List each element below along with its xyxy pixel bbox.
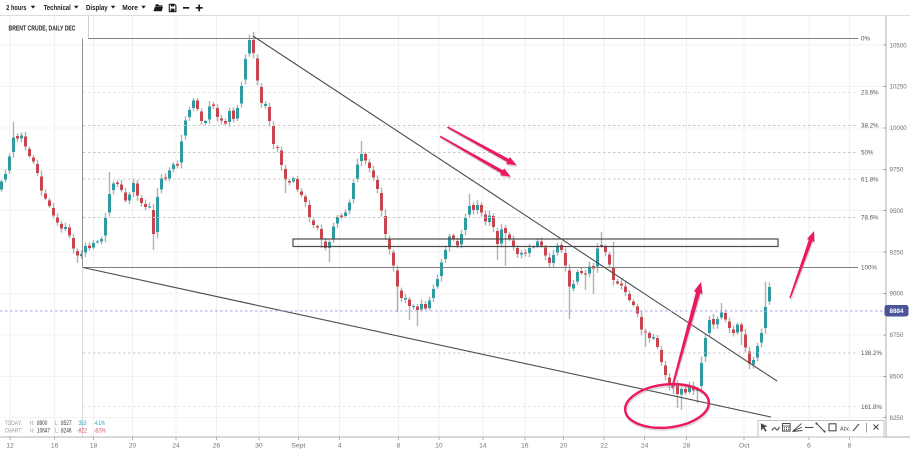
svg-text:H:: H: xyxy=(30,427,35,434)
svg-text:61.8%: 61.8% xyxy=(861,176,879,183)
svg-text:30: 30 xyxy=(255,443,263,450)
svg-text:10: 10 xyxy=(435,443,443,450)
svg-text:H:: H: xyxy=(30,420,35,427)
svg-text:-822: -822 xyxy=(77,427,87,434)
svg-text:8900: 8900 xyxy=(37,420,48,427)
svg-text:26: 26 xyxy=(213,443,221,450)
svg-text:14: 14 xyxy=(479,443,487,450)
svg-text:8250: 8250 xyxy=(890,415,904,422)
svg-text:24: 24 xyxy=(172,443,180,450)
svg-text:2 hours: 2 hours xyxy=(6,3,26,12)
svg-text:L:: L: xyxy=(55,420,59,427)
svg-text:22: 22 xyxy=(600,443,608,450)
svg-text:8: 8 xyxy=(848,443,852,450)
svg-text:10250: 10250 xyxy=(890,84,908,91)
svg-text:138.2%: 138.2% xyxy=(861,350,882,357)
svg-text:BRENT CRUDE, DAILY DEC: BRENT CRUDE, DAILY DEC xyxy=(9,24,76,33)
svg-text:23.6%: 23.6% xyxy=(861,89,879,96)
svg-text:9000: 9000 xyxy=(890,291,904,298)
svg-text:-8.5%: -8.5% xyxy=(94,427,106,434)
svg-text:20: 20 xyxy=(560,443,568,450)
svg-text:More: More xyxy=(122,3,138,12)
svg-text:0%: 0% xyxy=(861,36,870,43)
svg-text:Technical: Technical xyxy=(44,3,71,12)
svg-text:TODAY:: TODAY: xyxy=(5,420,23,427)
svg-text:Display: Display xyxy=(86,3,108,12)
svg-text:9250: 9250 xyxy=(890,249,904,256)
svg-text:L:: L: xyxy=(55,427,59,434)
svg-text:Oct: Oct xyxy=(739,443,750,450)
svg-text:78.6%: 78.6% xyxy=(861,215,879,222)
svg-text:16: 16 xyxy=(521,443,529,450)
svg-text:353: 353 xyxy=(79,420,87,427)
svg-text:10647: 10647 xyxy=(37,427,50,434)
svg-text:Sept: Sept xyxy=(291,443,305,450)
svg-text:100%: 100% xyxy=(861,265,877,272)
svg-text:8500: 8500 xyxy=(890,374,904,381)
svg-text:50%: 50% xyxy=(861,150,874,157)
svg-text:10500: 10500 xyxy=(890,42,908,49)
svg-text:4: 4 xyxy=(338,443,342,450)
svg-text:16: 16 xyxy=(51,443,59,450)
svg-text:9500: 9500 xyxy=(890,208,904,215)
svg-text:20: 20 xyxy=(129,443,137,450)
svg-text:24: 24 xyxy=(641,443,649,450)
svg-text:8527: 8527 xyxy=(61,420,72,427)
svg-text:8: 8 xyxy=(397,443,401,450)
svg-text:9750: 9750 xyxy=(890,167,904,174)
svg-text:6: 6 xyxy=(807,443,811,450)
svg-text:8750: 8750 xyxy=(890,332,904,339)
svg-text:10000: 10000 xyxy=(890,125,908,132)
svg-text:161.8%: 161.8% xyxy=(861,404,882,411)
svg-text:12: 12 xyxy=(6,443,14,450)
svg-text:4.1%: 4.1% xyxy=(95,420,106,427)
svg-text:8884: 8884 xyxy=(889,308,904,315)
svg-text:CHART:: CHART: xyxy=(5,427,23,434)
svg-text:Abc: Abc xyxy=(840,426,850,432)
svg-text:8246: 8246 xyxy=(61,427,72,434)
svg-text:28: 28 xyxy=(683,443,691,450)
svg-text:18: 18 xyxy=(90,443,98,450)
svg-text:38.2%: 38.2% xyxy=(861,123,879,130)
